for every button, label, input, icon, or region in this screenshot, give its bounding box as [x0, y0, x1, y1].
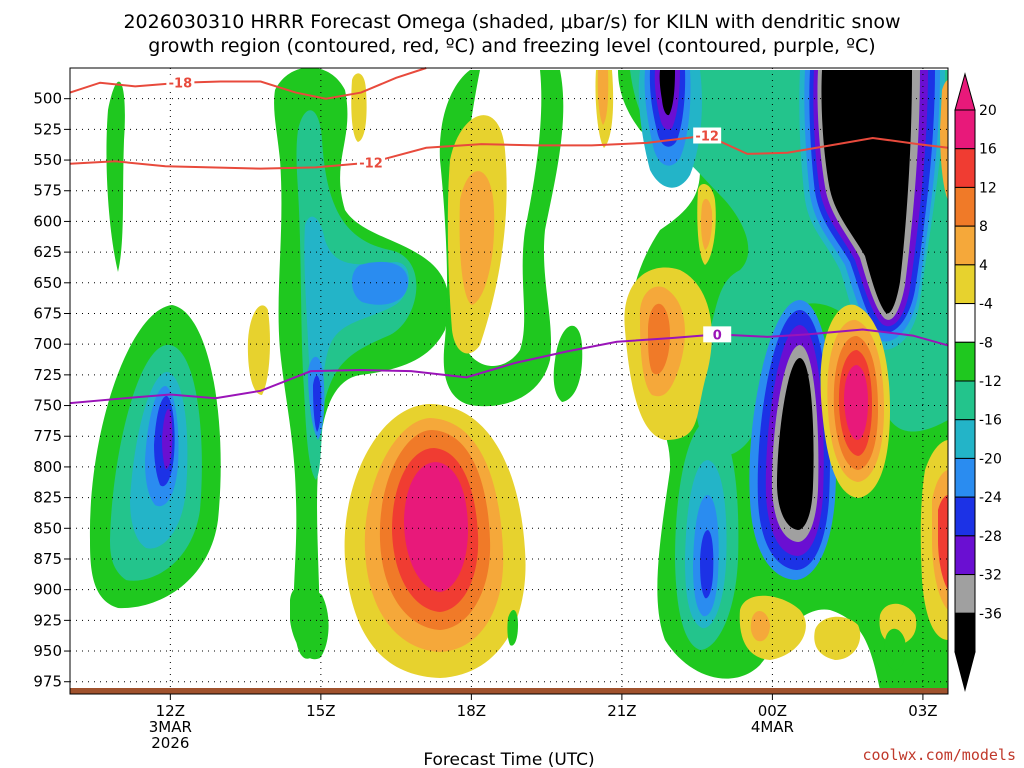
- contour-label-bg: [166, 74, 195, 91]
- contour-label--12: -12: [695, 130, 719, 145]
- colorbar-swatch-8: [954, 419, 976, 459]
- contour-line--12: [69, 134, 949, 170]
- colorbar-label: 12: [979, 180, 997, 196]
- contour-label-bg: [357, 154, 386, 171]
- y-tick-label: 800: [33, 458, 62, 476]
- x-tick-label: 3MAR: [149, 718, 192, 736]
- x-tick-label: 18Z: [457, 702, 486, 720]
- y-tick-label: 525: [33, 120, 62, 138]
- y-tick-label: 850: [33, 519, 62, 537]
- colorbar-label: -8: [979, 335, 993, 351]
- colorbar-swatch-13: [954, 612, 976, 653]
- contour-label-bg: [703, 326, 732, 343]
- y-tick-label: 975: [33, 673, 62, 691]
- colorbar-swatch-11: [954, 535, 976, 576]
- colorbar-swatch-12: [954, 574, 976, 614]
- ground-surface: [70, 688, 948, 694]
- colorbar-label: -32: [979, 568, 1002, 584]
- contour-label-bg: [693, 127, 722, 144]
- y-tick-label: 775: [33, 427, 62, 445]
- credit-text: coolwx.com/models: [862, 746, 1016, 764]
- colorbar-label: -24: [979, 490, 1002, 506]
- contour-line-0: [69, 328, 949, 405]
- x-tick-label: 15Z: [306, 702, 335, 720]
- colorbar-label: 16: [979, 142, 997, 158]
- contour-label--18: -18: [169, 77, 193, 92]
- y-tick-label: 600: [33, 212, 62, 230]
- colorbar-label: -12: [979, 374, 1002, 390]
- y-tick-label: 650: [33, 274, 62, 292]
- colorbar-label: 8: [979, 219, 988, 235]
- colorbar: 20 16 12 8 4 -4 -8 -12 -16 -20 -24 -28 -32 -36: [954, 72, 1002, 692]
- y-tick-label: 900: [33, 581, 62, 599]
- y-tick-label: 825: [33, 489, 62, 507]
- y-tick-label: 875: [33, 550, 62, 568]
- x-axis-label: Forecast Time (UTC): [423, 750, 594, 768]
- plot-frame: [69, 67, 949, 695]
- y-tick-label: 575: [33, 182, 62, 200]
- colorbar-swatch-10: [954, 496, 976, 537]
- colorbar-top-arrow: [954, 72, 976, 111]
- colorbar-label: -28: [979, 529, 1002, 545]
- x-tick-label: 2026: [151, 734, 189, 752]
- colorbar-label: 4: [979, 258, 988, 274]
- y-tick-label: 675: [33, 304, 62, 322]
- y-tick-label: 925: [33, 611, 62, 629]
- y-tick-label: 950: [33, 642, 62, 660]
- colorbar-label: -4: [979, 297, 993, 313]
- x-tick-label: 00Z: [758, 702, 787, 720]
- x-tick-label: 03Z: [908, 702, 937, 720]
- colorbar-swatch-0: [954, 109, 976, 150]
- x-tick-label: 21Z: [607, 702, 636, 720]
- colorbar-swatch-7: [954, 380, 976, 421]
- contour-line--18: [69, 67, 427, 100]
- y-tick-label: 550: [33, 151, 62, 169]
- colorbar-label: -16: [979, 413, 1002, 429]
- colorbar-swatch-4: [954, 264, 976, 305]
- colorbar-swatch-3: [954, 225, 976, 266]
- chart-title-line2: growth region (contoured, red, ºC) and f…: [148, 35, 875, 57]
- y-axis: 500 525 550 575 600 625 650 675 700 725 750 775 800 8…: [33, 90, 70, 691]
- plot-grid: [70, 68, 948, 694]
- y-tick-label: 725: [33, 366, 62, 384]
- colorbar-swatch-9: [954, 457, 976, 498]
- contour-label-0: 0: [713, 328, 722, 343]
- colorbar-swatch-1: [954, 148, 976, 188]
- colorbar-swatch-5: [954, 303, 976, 343]
- x-tick-label: 4MAR: [751, 718, 794, 736]
- colorbar-swatch-2: [954, 186, 976, 227]
- colorbar-label: 20: [979, 103, 997, 119]
- colorbar-label: -36: [979, 606, 1002, 622]
- x-tick-label: 12Z: [156, 702, 185, 720]
- temperature-contours: -18 -12 -12 0: [69, 67, 949, 405]
- y-tick-label: 700: [33, 335, 62, 353]
- chart-title-line1: 2026030310 HRRR Forecast Omega (shaded, …: [123, 11, 900, 33]
- y-tick-label: 625: [33, 243, 62, 261]
- colorbar-swatch-6: [954, 341, 976, 382]
- colorbar-label: -20: [979, 451, 1002, 467]
- contour-label--12: -12: [359, 157, 383, 172]
- omega-shading: [70, 68, 948, 691]
- colorbar-bottom-arrow: [954, 651, 976, 692]
- y-tick-label: 500: [33, 90, 62, 108]
- y-tick-label: 750: [33, 397, 62, 415]
